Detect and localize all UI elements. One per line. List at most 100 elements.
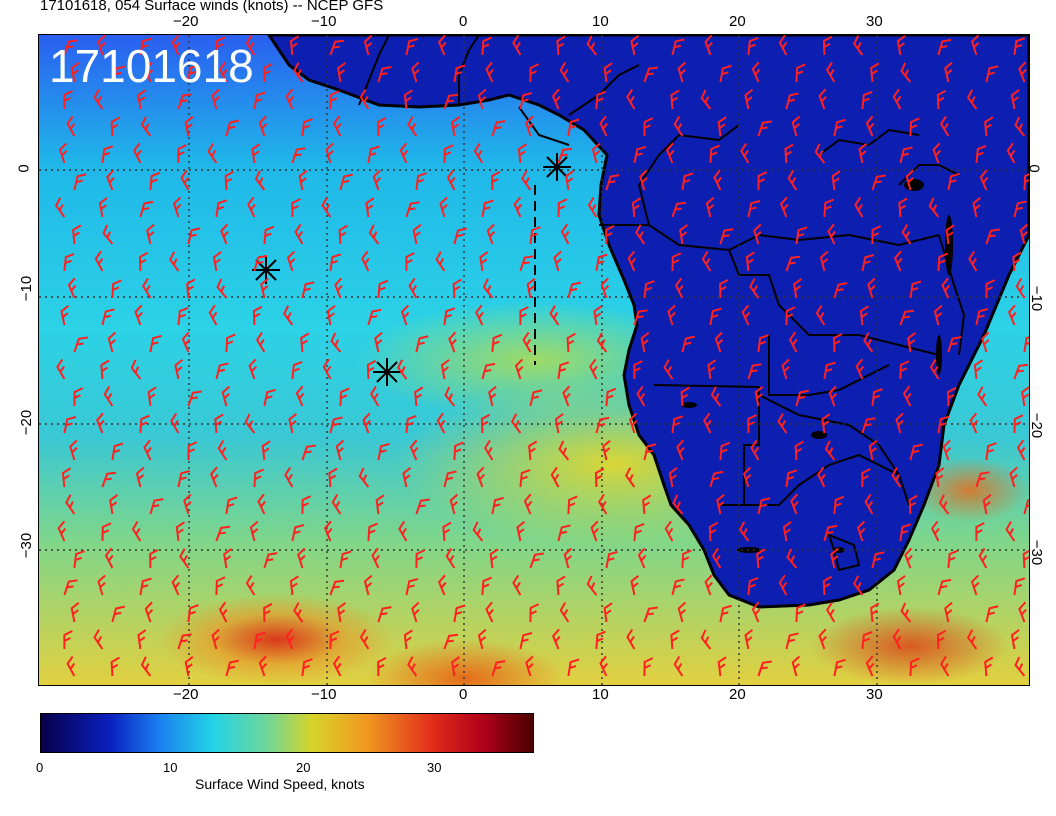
wind-barb — [818, 628, 827, 650]
wind-barb — [891, 467, 902, 488]
wind-barb — [556, 575, 566, 596]
wind-barb — [704, 574, 713, 596]
wind-barb — [254, 170, 266, 191]
wind-barb — [130, 359, 142, 380]
wind-barb — [633, 146, 647, 164]
wind-barb — [833, 658, 846, 677]
wind-barb — [514, 358, 524, 380]
wind-barb — [938, 494, 950, 515]
wind-barb — [717, 656, 727, 677]
wind-barb — [605, 550, 618, 569]
wind-barb — [559, 602, 570, 623]
wind-barb — [215, 576, 226, 596]
wind-barb — [214, 413, 224, 434]
wind-barb — [1013, 577, 1026, 596]
wind-barb — [321, 197, 332, 218]
wind-barb — [491, 170, 501, 191]
wind-barb — [944, 61, 953, 83]
wind-barb — [187, 604, 199, 623]
wind-barb — [414, 386, 424, 407]
wind-barb — [101, 471, 117, 488]
wind-barb — [63, 579, 78, 596]
wind-barb — [747, 414, 757, 434]
wind-barb — [377, 606, 392, 623]
wind-barb — [975, 522, 985, 542]
wind-barb — [399, 142, 409, 164]
wind-barb — [681, 172, 694, 191]
wind-barb — [1007, 304, 1017, 326]
wind-barb — [330, 332, 342, 353]
wind-barb — [263, 602, 273, 623]
wind-barb — [133, 142, 142, 164]
wind-barb — [184, 116, 194, 137]
wind-barb — [603, 62, 613, 83]
wind-barb — [415, 172, 427, 191]
wind-barb — [557, 198, 568, 218]
wind-barb — [491, 496, 504, 515]
wind-barb — [970, 35, 980, 56]
wind-barb — [249, 520, 259, 542]
wind-barb — [363, 35, 373, 56]
wind-barb — [369, 385, 380, 407]
wind-barb — [529, 552, 544, 569]
wind-barb — [833, 332, 843, 353]
wind-barb — [972, 196, 982, 218]
wind-barb — [551, 88, 561, 110]
wind-barb — [677, 601, 687, 623]
wind-barb — [100, 359, 110, 380]
wind-barb — [790, 493, 799, 515]
top-lon-tick: −10 — [311, 13, 337, 30]
wind-barb — [179, 548, 190, 569]
wind-barb — [709, 307, 722, 326]
star-marker-3 — [373, 358, 401, 386]
wind-barb — [747, 576, 759, 596]
wind-barb — [56, 358, 66, 380]
wind-barb — [377, 656, 387, 677]
wind-barb — [984, 656, 994, 677]
wind-barb — [171, 574, 181, 596]
wind-barb — [751, 601, 761, 623]
wind-barb — [557, 147, 573, 164]
wind-barb — [969, 412, 979, 434]
wind-barb — [1021, 386, 1029, 407]
wind-barb — [366, 359, 377, 380]
wind-barb — [374, 331, 383, 353]
wind-barb — [293, 62, 304, 83]
wind-barb — [814, 143, 826, 164]
wind-barb — [1013, 200, 1027, 218]
wind-barb — [757, 660, 772, 677]
wind-barb — [139, 200, 154, 218]
wind-barb — [985, 228, 1000, 245]
wind-barb — [260, 277, 269, 299]
wind-barb — [892, 88, 902, 110]
wind-barb — [361, 250, 370, 272]
wind-barb — [263, 552, 278, 569]
wind-barb — [935, 467, 945, 488]
wind-barb — [719, 604, 732, 623]
wind-barb — [565, 170, 575, 191]
wind-barb — [627, 250, 637, 272]
wind-barb — [603, 602, 613, 623]
wind-barb — [785, 92, 799, 110]
wind-barb — [489, 548, 499, 569]
wind-barb — [407, 656, 418, 677]
wind-barb — [63, 630, 73, 650]
wind-barb — [446, 169, 456, 191]
wind-barb — [640, 332, 650, 353]
wind-barb — [137, 629, 147, 650]
wind-barb — [671, 38, 685, 56]
wind-barb — [415, 498, 430, 515]
wind-barb — [61, 467, 71, 488]
wind-barb — [643, 117, 654, 137]
wind-barb — [409, 439, 419, 461]
wind-barb — [738, 521, 750, 542]
wind-barb — [707, 359, 717, 380]
wind-barb — [1006, 142, 1016, 164]
wind-barb — [786, 548, 798, 569]
wind-barb — [141, 277, 152, 299]
wind-barb — [756, 548, 766, 569]
wind-barb — [415, 549, 426, 569]
wind-barb — [557, 524, 571, 542]
wind-barb — [566, 332, 576, 353]
wind-barb — [788, 331, 798, 353]
